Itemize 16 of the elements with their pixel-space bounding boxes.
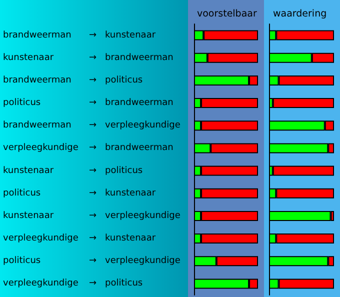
chart-title: voorstelbaar bbox=[197, 8, 257, 20]
y-tick-label: verpleegkundige → kunstenaar bbox=[3, 234, 156, 244]
category-label: kunstenaar → politicus bbox=[3, 166, 143, 176]
category-label: politicus → verpleegkundige bbox=[3, 256, 180, 266]
category-label: brandweerman → verpleegkundige bbox=[3, 120, 180, 131]
category-label: politicus → brandweerman bbox=[3, 98, 174, 108]
category-label: politicus → kunstenaar bbox=[3, 188, 156, 198]
category-label: brandweerman → politicus bbox=[3, 75, 143, 86]
chart-title: waardering bbox=[273, 8, 327, 20]
y-tick-label: verpleegkundige → brandweerman bbox=[3, 143, 174, 154]
category-label: kunstenaar → verpleegkundige bbox=[3, 210, 180, 221]
bar bbox=[272, 166, 334, 176]
category-label: brandweerman → kunstenaar bbox=[3, 30, 156, 40]
y-tick-label: verpleegkundige → politicus bbox=[3, 278, 143, 289]
category-label: kunstenaar → brandweerman bbox=[3, 52, 174, 63]
bar bbox=[272, 98, 334, 108]
